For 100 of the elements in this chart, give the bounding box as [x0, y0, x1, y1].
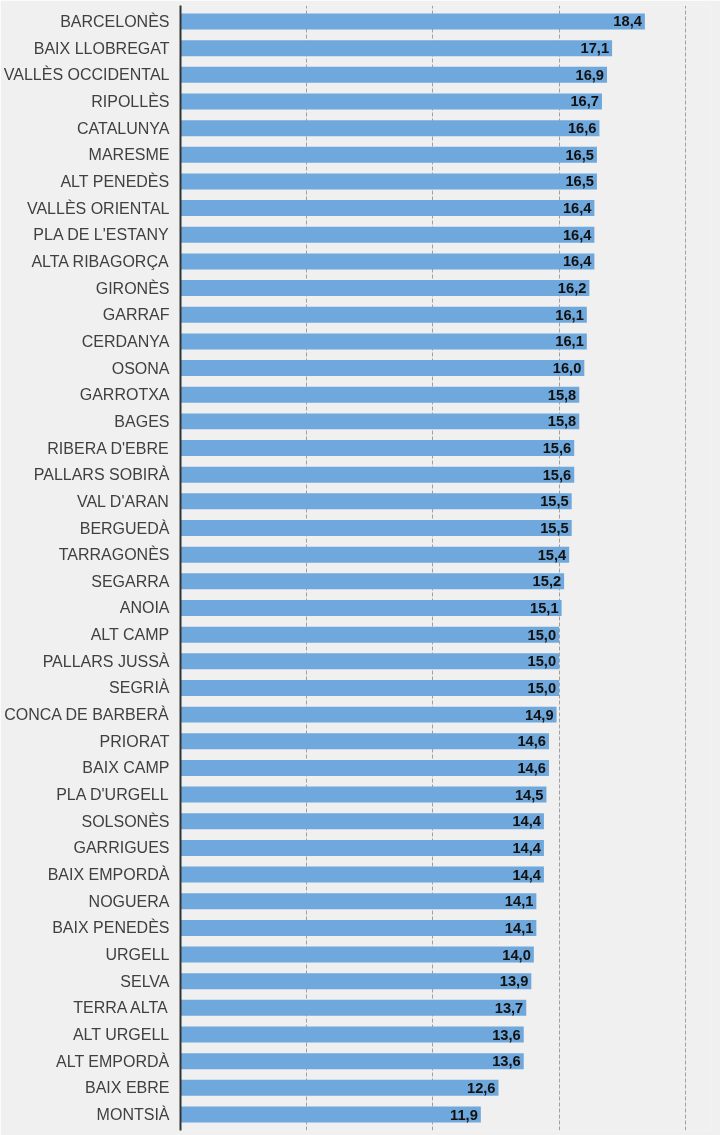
y-tick-label: ALT URGELL: [72, 1026, 170, 1044]
data-label: 15,8: [547, 413, 577, 430]
data-label: 16,4: [562, 200, 593, 217]
bar: [180, 1026, 524, 1043]
y-tick-label: VALLÈS ORIENTAL: [26, 198, 170, 217]
bar: [180, 679, 560, 696]
data-label: 14,4: [512, 866, 542, 883]
data-label: 16,5: [565, 173, 594, 190]
y-tick-label: BAIX EMPORDÀ: [47, 865, 170, 884]
bar: [180, 759, 549, 776]
y-tick-label: RIPOLLÈS: [91, 91, 170, 110]
data-label: 15,0: [527, 626, 557, 643]
y-tick-label: OSONA: [111, 359, 170, 377]
bar: [180, 413, 580, 430]
bar: [180, 280, 590, 297]
data-label: 16,9: [575, 66, 605, 83]
bar: [180, 306, 587, 323]
bar: [180, 599, 562, 616]
y-tick-label: BERGUEDÀ: [79, 518, 170, 537]
data-label: 14,4: [512, 839, 542, 856]
y-tick-label: VAL D'ARAN: [76, 492, 169, 510]
data-label: 16,1: [555, 333, 584, 350]
data-label: 16,7: [570, 93, 599, 110]
data-label: 15,5: [540, 520, 569, 537]
y-tick-label: URGELL: [105, 946, 170, 964]
data-label: 16,4: [562, 253, 593, 270]
data-label: 15,1: [530, 599, 559, 616]
data-label: 11,9: [450, 1106, 478, 1123]
y-tick-label: RIBERA D'EBRE: [47, 439, 169, 457]
data-label: 14,9: [525, 706, 554, 723]
y-tick-label: BAGES: [114, 412, 170, 430]
y-tick-label: BAIX PENEDÈS: [52, 918, 170, 937]
y-tick-label: PALLARS SOBIRÀ: [33, 465, 170, 484]
data-label: 15,0: [527, 653, 557, 670]
bar: [180, 360, 585, 377]
bar: [180, 1106, 481, 1123]
y-tick-label: BARCELONÈS: [60, 12, 170, 30]
bar: [180, 200, 595, 217]
bar: [180, 706, 557, 723]
y-tick-label: ALT EMPORDÀ: [56, 1051, 170, 1070]
data-label: 13,6: [492, 1026, 521, 1043]
y-tick-label: GARRIGUES: [73, 839, 170, 857]
data-label: 14,1: [504, 893, 534, 910]
data-label: 14,6: [517, 733, 546, 750]
bar: [180, 66, 608, 83]
data-label: 16,0: [552, 360, 582, 377]
y-tick-label: MONTSIÀ: [96, 1105, 170, 1123]
data-label: 18,4: [613, 13, 643, 30]
bar: [180, 386, 580, 403]
bar: [180, 626, 560, 643]
bar: [180, 466, 575, 483]
bar: [180, 1053, 524, 1070]
bar: [180, 733, 549, 750]
data-label: 12,6: [466, 1079, 496, 1096]
y-tick-label: MARESME: [88, 146, 170, 164]
data-label: 15,6: [542, 440, 572, 457]
bar: [180, 440, 575, 457]
data-label: 14,5: [514, 786, 544, 803]
bar: [180, 226, 595, 243]
y-tick-label: VALLÈS OCCIDENTAL: [3, 65, 170, 84]
bar: [180, 653, 560, 670]
bar: [180, 93, 602, 110]
data-label: 16,2: [557, 280, 587, 297]
y-tick-label: SELVA: [120, 972, 170, 990]
bar: [180, 493, 572, 510]
data-label: 16,4: [562, 226, 593, 243]
y-tick-label: CERDANYA: [81, 332, 170, 350]
data-label: 15,6: [542, 466, 572, 483]
y-tick-label: SEGARRA: [91, 572, 170, 590]
y-tick-label: ALT PENEDÈS: [60, 171, 170, 190]
y-tick-label: PLA D'URGELL: [56, 786, 169, 804]
y-tick-label: BAIX EBRE: [85, 1079, 170, 1097]
bar: [180, 146, 597, 163]
y-tick-label: PALLARS JUSSÀ: [42, 651, 170, 670]
bar: [180, 546, 570, 563]
data-label: 14,6: [517, 759, 546, 776]
y-tick-label: BAIX LLOBREGAT: [33, 39, 170, 57]
bar: [180, 1079, 499, 1096]
y-tick-label: TARRAGONÈS: [58, 545, 170, 564]
data-label: 13,7: [494, 999, 524, 1016]
y-tick-label: GARROTXA: [79, 386, 170, 404]
y-tick-label: PLA DE L'ESTANY: [33, 226, 169, 244]
bar: [180, 253, 595, 270]
data-label: 16,1: [555, 306, 584, 323]
y-tick-label: CONCA DE BARBERÀ: [4, 705, 169, 724]
y-tick-label: GARRAF: [102, 306, 170, 324]
data-label: 15,4: [537, 546, 568, 563]
bar: [180, 839, 544, 856]
y-tick-label: ALT CAMP: [90, 626, 170, 644]
data-label: 15,8: [547, 386, 577, 403]
bar: [180, 813, 544, 830]
y-tick-label: GIRONÈS: [95, 278, 170, 297]
y-tick-label: SOLSONÈS: [81, 811, 170, 830]
data-label: 15,5: [540, 493, 569, 510]
y-tick-label: BAIX CAMP: [82, 759, 170, 777]
bar: [180, 173, 597, 190]
bar: [180, 13, 645, 30]
data-label: 17,1: [580, 40, 610, 57]
data-label: 15,0: [527, 679, 557, 696]
y-tick-label: SEGRIÀ: [109, 678, 170, 697]
